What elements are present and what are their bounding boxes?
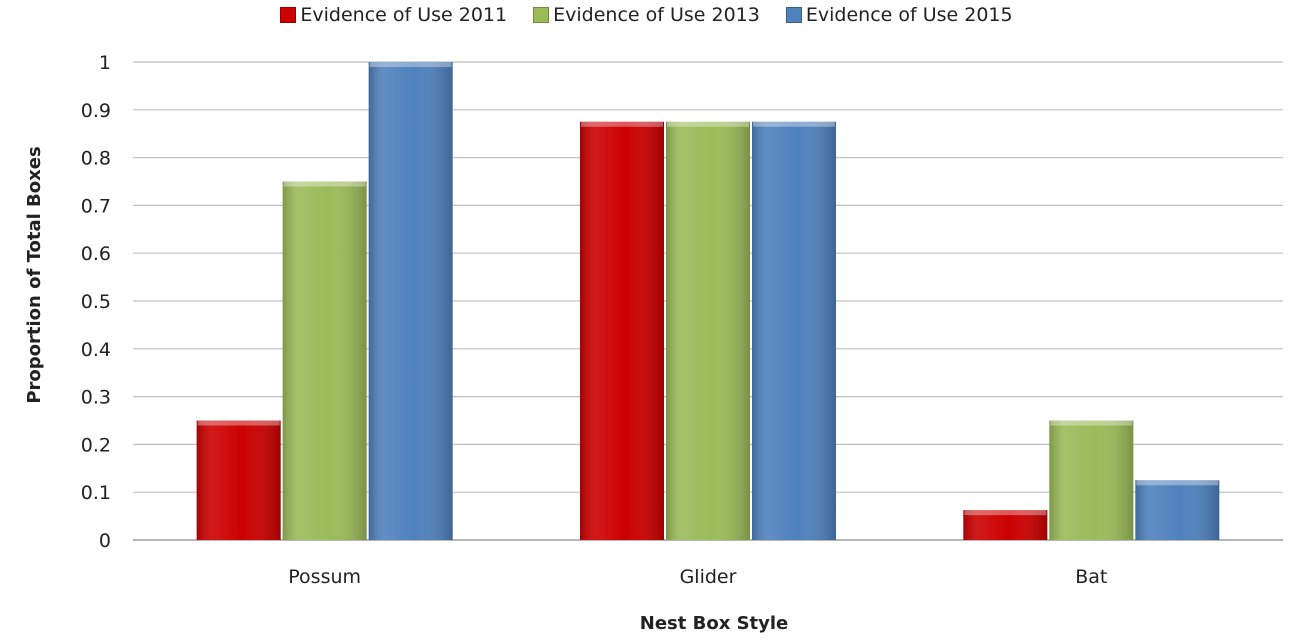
- legend-swatch-2015: [785, 7, 802, 23]
- legend-swatch-2013: [533, 7, 550, 23]
- bar-top-highlight: [753, 121, 835, 127]
- y-tick-label: 0.6: [81, 243, 111, 265]
- x-tick-label: Bat: [1075, 566, 1107, 588]
- legend-label-2015: Evidence of Use 2015: [805, 4, 1013, 26]
- y-tick-label: 1: [99, 52, 111, 74]
- legend-item-2011: Evidence of Use 2011: [280, 4, 507, 26]
- legend-label-2013: Evidence of Use 2013: [553, 4, 760, 26]
- bar-shading: [666, 121, 750, 540]
- x-tick-label: Glider: [680, 566, 737, 588]
- axis-ticks: 0 0.1 0.2 0.3 0.4 0.5 0.6 0.7 0.8 0.9 1 Possum Glide…: [81, 52, 1108, 588]
- bar-top-highlight: [197, 420, 280, 426]
- bar-shading: [963, 510, 1048, 540]
- y-tick-label: 0.3: [81, 387, 111, 409]
- y-tick-label: 0.4: [81, 339, 111, 361]
- y-tick-label: 0.8: [81, 148, 111, 170]
- bar-top-highlight: [581, 121, 663, 127]
- bar-shading: [368, 62, 453, 540]
- x-axis-label: Nest Box Style: [640, 613, 789, 634]
- y-tick-label: 0.5: [81, 291, 111, 313]
- legend-swatch-2011: [280, 7, 297, 23]
- legend-item-2013: Evidence of Use 2013: [533, 4, 760, 26]
- legend: Evidence of Use 2011 Evidence of Use 201…: [0, 4, 1293, 26]
- legend-item-2015: Evidence of Use 2015: [785, 4, 1013, 26]
- bar-top-highlight: [369, 62, 452, 67]
- bar-shading: [752, 121, 836, 540]
- bar-shading: [282, 181, 367, 540]
- y-tick-label: 0.9: [81, 100, 111, 122]
- bar-top-highlight: [1136, 480, 1219, 486]
- y-tick-label: 0.1: [81, 482, 111, 504]
- bar-top-highlight: [964, 510, 1047, 516]
- bar-top-highlight: [1050, 420, 1133, 426]
- bar-shading: [580, 121, 664, 540]
- bar-top-highlight: [667, 121, 749, 127]
- y-axis-label: Proportion of Total Boxes: [24, 146, 45, 403]
- bar-top-highlight: [283, 181, 366, 187]
- bar-shading: [1135, 480, 1220, 540]
- y-tick-label: 0.7: [81, 195, 111, 217]
- y-tick-label: 0: [99, 530, 111, 552]
- bar-shading: [1049, 420, 1134, 540]
- legend-label-2011: Evidence of Use 2011: [300, 4, 508, 26]
- y-tick-label: 0.2: [81, 434, 111, 456]
- bars: [196, 62, 1220, 540]
- bar-shading: [196, 420, 281, 540]
- x-tick-label: Possum: [288, 566, 361, 588]
